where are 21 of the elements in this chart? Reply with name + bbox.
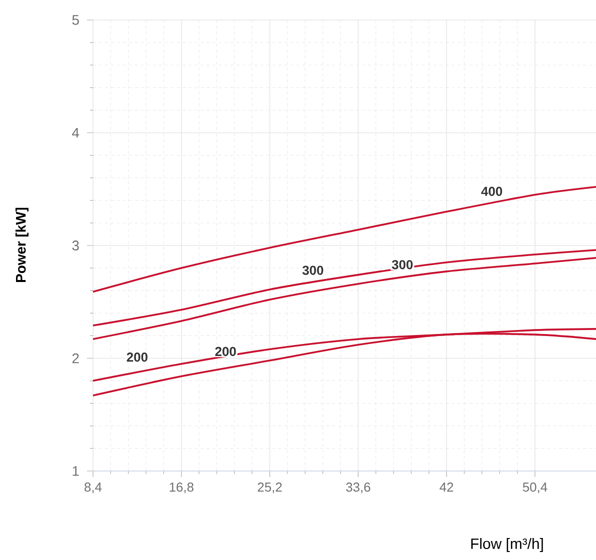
y-tick-label: 2 — [72, 353, 79, 364]
annotation: 300 — [302, 266, 324, 275]
line-series — [92, 257, 596, 340]
y-tick-label: 3 — [72, 240, 79, 250]
x-tick-label: 8,4 — [84, 482, 102, 494]
line-series — [92, 186, 596, 293]
y-tick-label: 5 — [72, 15, 79, 25]
x-tick-label: 42 — [440, 482, 454, 492]
x-tick-label: 50,4 — [522, 482, 548, 494]
x-tick-label: 33,6 — [346, 482, 370, 494]
annotation: 300 — [392, 260, 413, 270]
y-tick-label: 1 — [72, 466, 79, 476]
x-tick-label: 16,8 — [170, 482, 194, 494]
x-axis-title: Flow [m³/h] — [471, 538, 543, 552]
y-axis-title: Power [kW] — [15, 208, 28, 282]
x-tick-label: 25,2 — [258, 482, 282, 494]
annotation: 400 — [481, 186, 502, 196]
annotation: 200 — [126, 352, 148, 362]
annotation: 200 — [215, 346, 236, 356]
y-tick-label: 4 — [72, 128, 80, 138]
line-series — [92, 249, 596, 326]
